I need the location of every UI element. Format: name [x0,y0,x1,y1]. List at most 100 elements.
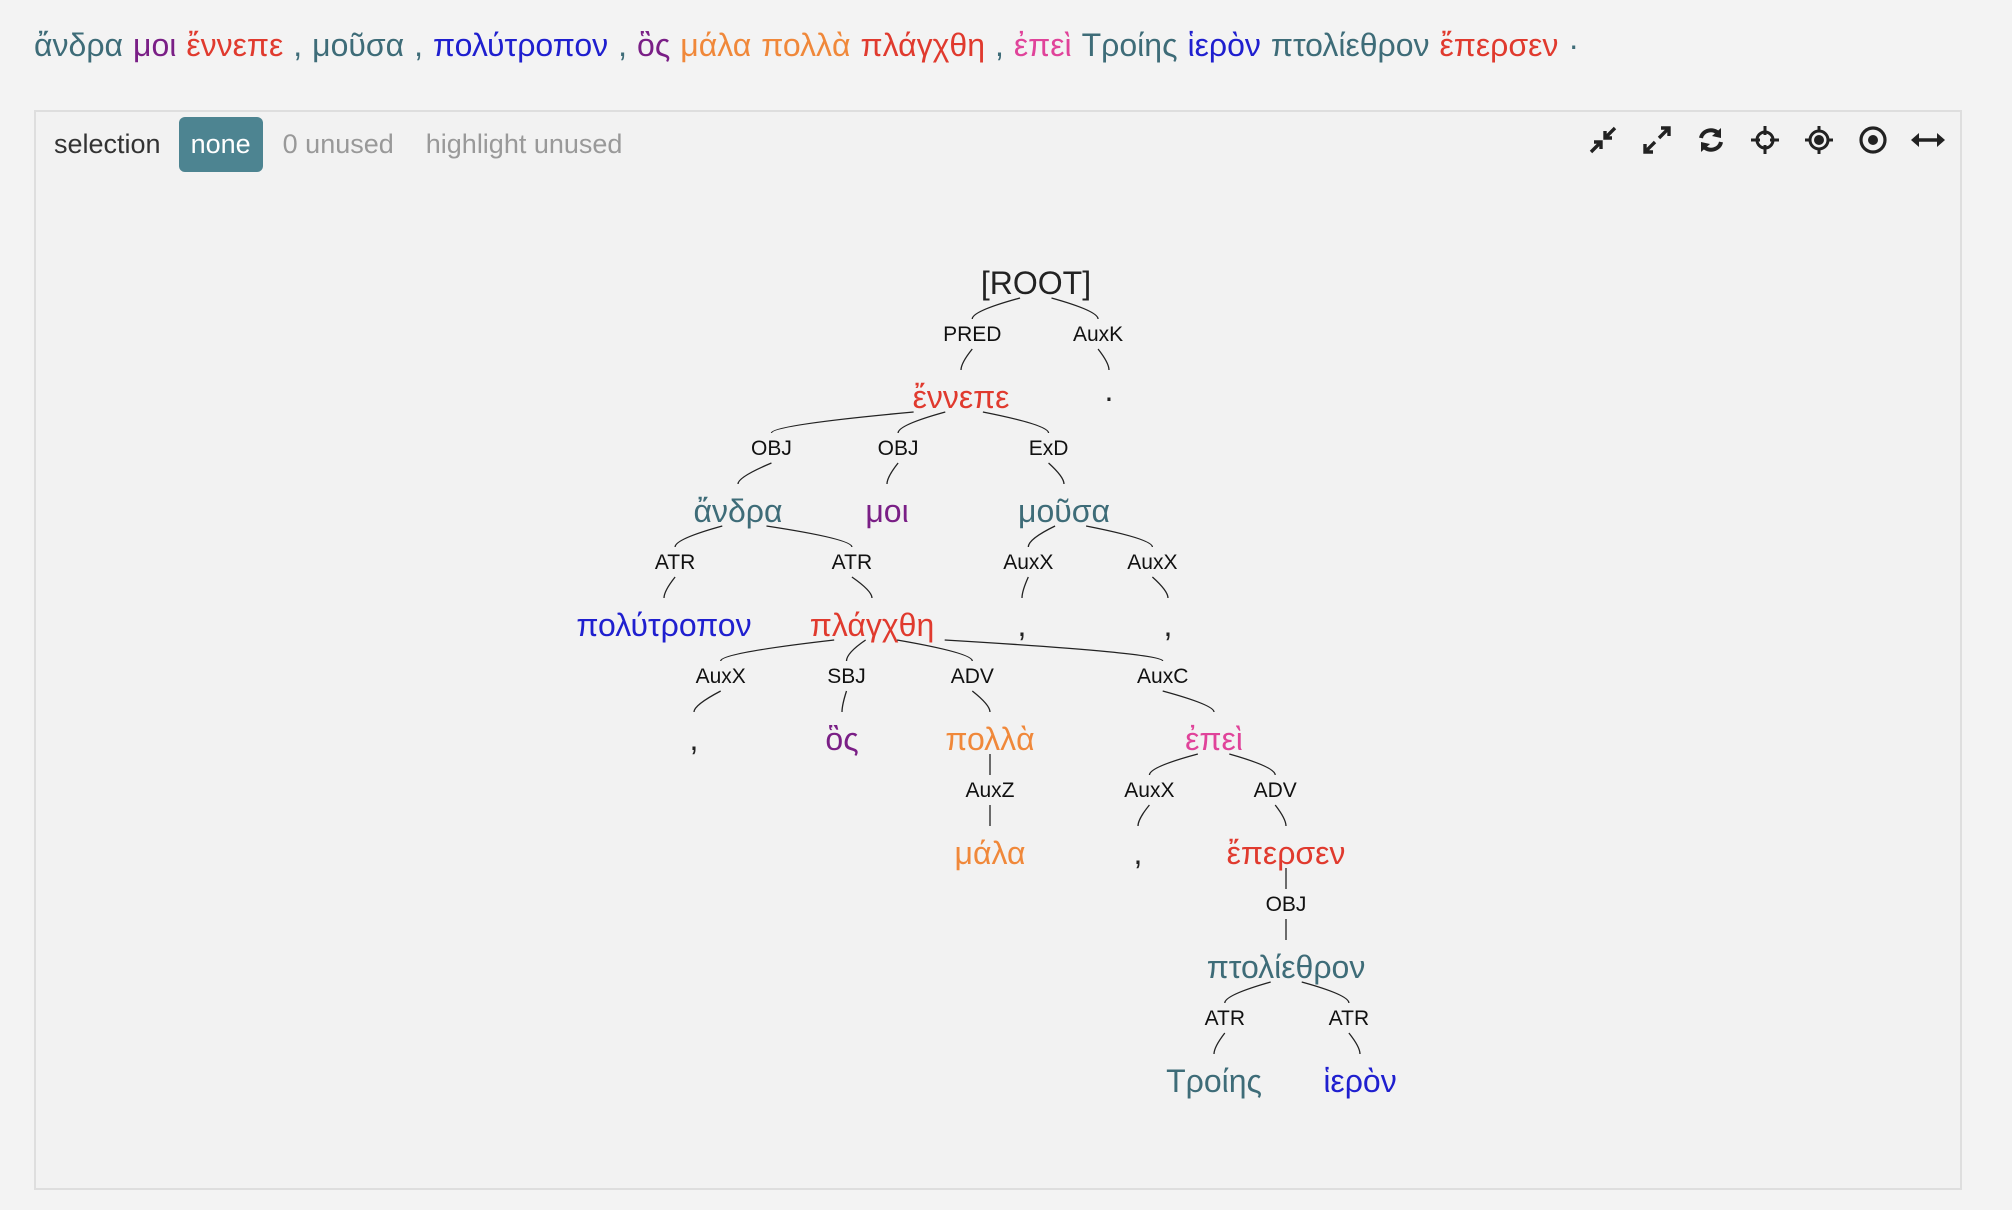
relation-label[interactable]: AuxZ [965,779,1014,802]
highlight-unused-button[interactable]: highlight unused [425,128,623,159]
relation-label[interactable]: ATR [655,551,695,574]
tree-word[interactable]: , [1164,607,1173,643]
relation-label[interactable]: AuxC [1137,665,1188,688]
refresh-icon[interactable] [1694,120,1728,160]
selection-none-button[interactable]: none [178,116,263,172]
tree-edge [971,297,1021,320]
tree-edge [1151,576,1169,599]
sentence-token[interactable]: Τροίης [1081,27,1178,63]
relation-label[interactable]: OBJ [751,437,792,460]
tree-edge [897,411,946,434]
tree-word[interactable]: ἔπερσεν [1227,835,1346,871]
tree-toolbar [1586,120,1946,160]
tree-edge [960,348,973,371]
sentence-token[interactable]: μοῦσα [312,27,405,63]
tree-edge [1229,753,1276,776]
tree-edge [1021,576,1029,599]
tree-word[interactable]: , [690,721,699,757]
tree-word[interactable]: πλάγχθη [810,607,934,643]
sentence-token[interactable]: μάλα [680,27,752,63]
sentence-token[interactable]: πτολίεθρον [1270,27,1430,63]
relation-label[interactable]: ExD [1029,437,1069,460]
tree-word[interactable]: ἱερὸν [1323,1063,1396,1099]
tree-edge [1301,981,1350,1004]
tree-edge [1051,297,1099,320]
selection-label: selection [54,128,161,159]
sentence-token[interactable]: πολλὰ [761,27,851,63]
compress-icon[interactable] [1586,120,1620,160]
relation-label[interactable]: ATR [1329,1007,1369,1030]
tree-edge [1162,690,1215,713]
tree-edge [1148,753,1199,776]
tree-edge [982,411,1050,434]
relation-label[interactable]: ADV [951,665,994,688]
sentence-token[interactable]: πολύτροπον [433,27,609,63]
sentence-token[interactable]: , [618,27,628,63]
tree-edge [1085,525,1154,548]
sentence-token[interactable]: ἄνδρα [34,27,124,63]
sentence-token[interactable]: ἐπεὶ [1013,27,1072,63]
sentence-token[interactable]: μοι [133,27,177,63]
tree-word[interactable]: · [1104,379,1115,415]
relation-label[interactable]: OBJ [1266,893,1307,916]
relation-label[interactable]: AuxX [696,665,746,688]
relation-label[interactable]: AuxX [1124,779,1174,802]
tree-root[interactable]: [ROOT] [981,265,1091,301]
sentence-token[interactable]: , [414,27,423,63]
focus-icon[interactable] [1802,120,1836,160]
center-icon[interactable] [1748,120,1782,160]
relation-label[interactable]: PRED [943,323,1001,346]
tree-word[interactable]: ἐπεὶ [1185,721,1243,757]
tree-word[interactable]: ἔννεπε [913,379,1010,415]
relation-label[interactable]: ATR [1205,1007,1245,1030]
sentence-token[interactable]: · [1568,27,1579,63]
expand-icon[interactable] [1640,120,1674,160]
dependency-tree: [ROOT] PRED ἔννεπε AuxK · OBJ ἄνδρα OBJ μοι ExD μο… [576,265,1396,1099]
relation-label[interactable]: AuxK [1073,323,1123,346]
tree-edge [1097,348,1110,371]
sentence-token[interactable]: ἱερὸν [1187,27,1261,63]
tree-word[interactable]: Τροίης [1166,1063,1262,1099]
sentence-token[interactable]: ἔπερσεν [1439,27,1559,63]
sentence-token[interactable]: ἔννεπε [186,27,284,63]
selection-bar: selection none 0 unused highlight unused [54,116,622,172]
tree-edge [674,525,723,548]
unused-count: 0 unused [282,128,394,159]
tree-edge [663,576,676,599]
tree-word[interactable]: , [1018,607,1027,643]
relation-label[interactable]: ADV [1254,779,1297,802]
tree-word[interactable]: ὃς [825,721,858,757]
sentence-token[interactable]: , [293,27,303,63]
tree-edge [1027,525,1056,548]
tree-edge [766,525,853,548]
tree-edge [1048,462,1065,485]
tree-word[interactable]: πτολίεθρον [1207,949,1366,985]
relation-label[interactable]: AuxX [1127,551,1177,574]
tree-panel: selection none 0 unused highlight unused… [34,110,1962,1190]
tree-edge [1274,804,1287,827]
tree-edge [693,690,722,713]
tree-edge [770,411,914,434]
tree-word[interactable]: πολλὰ [945,721,1034,757]
relation-label[interactable]: OBJ [878,437,919,460]
tree-word[interactable]: μοι [865,493,908,529]
relation-label[interactable]: SBJ [827,665,866,688]
sentence-token[interactable]: ὃς [637,27,671,63]
sentence-token[interactable]: πλάγχθη [860,27,986,63]
tree-edge [971,690,991,713]
relation-label[interactable]: ATR [832,551,872,574]
tree-edge [1137,804,1150,827]
target-icon[interactable] [1856,120,1890,160]
sentence-bar: ἄνδρα μοι ἔννεπε, μοῦσα, πολύτροπον, ὃς μάλα πο… [34,22,1589,68]
tree-word[interactable]: μοῦσα [1018,493,1110,529]
tree-word[interactable]: μάλα [955,835,1026,871]
tree-word[interactable]: ἄνδρα [693,493,782,529]
tree-edge [841,690,848,713]
tree-word[interactable]: πολύτροπον [576,607,751,643]
relation-label[interactable]: AuxX [1003,551,1053,574]
tree-word[interactable]: , [1134,835,1143,871]
tree-edge [720,639,835,662]
sentence-token[interactable]: , [995,27,1004,63]
horizontal-expand-icon[interactable] [1910,120,1946,160]
tree-edge [1224,981,1271,1004]
